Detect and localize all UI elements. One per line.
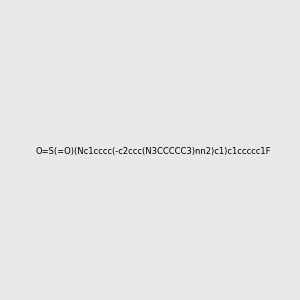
Text: O=S(=O)(Nc1cccc(-c2ccc(N3CCCCC3)nn2)c1)c1ccccc1F: O=S(=O)(Nc1cccc(-c2ccc(N3CCCCC3)nn2)c1)c… (36, 147, 272, 156)
